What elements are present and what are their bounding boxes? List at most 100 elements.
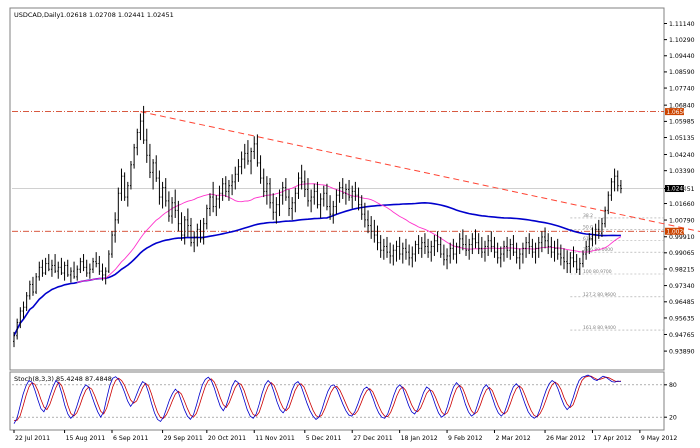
x-tick-label: 11 Nov 2011 bbox=[255, 435, 295, 442]
ohlc-bar bbox=[208, 193, 211, 217]
ohlc-bar bbox=[92, 257, 95, 274]
ohlc-bar bbox=[414, 240, 417, 262]
x-tick-label: 9 May 2012 bbox=[641, 435, 677, 442]
ohlc-bar bbox=[604, 206, 607, 228]
ohlc-bar bbox=[411, 246, 414, 268]
ohlc-bar bbox=[237, 159, 240, 182]
ohlc-bar bbox=[468, 238, 471, 260]
y-tick-label: 0.99065 bbox=[669, 250, 695, 257]
ohlc-bar bbox=[253, 136, 256, 160]
ohlc-bar bbox=[544, 227, 547, 249]
ohlc-bar bbox=[370, 216, 373, 239]
ohlc-bar bbox=[325, 183, 328, 211]
y-tick-label: 1.01660 bbox=[669, 201, 695, 208]
stoch-plot bbox=[12, 374, 664, 424]
ohlc-bar bbox=[357, 187, 360, 211]
ohlc-bar bbox=[73, 261, 76, 279]
ohlc-bar bbox=[250, 147, 253, 175]
ohlc-bar bbox=[133, 143, 136, 169]
ohlc-bar bbox=[521, 242, 524, 264]
stoch-axis: 80 20 bbox=[664, 382, 677, 422]
ohlc-bar bbox=[600, 217, 603, 237]
ohlc-bar bbox=[436, 231, 439, 253]
main-chart-header-values: 1.02618 1.02708 1.02441 1.02451 bbox=[60, 11, 174, 19]
ohlc-bar bbox=[243, 143, 246, 169]
ohlc-bar bbox=[581, 250, 584, 268]
main-chart-title: USDCAD,Daily bbox=[14, 11, 61, 19]
ohlc-bar bbox=[588, 233, 591, 255]
ohlc-bar bbox=[88, 263, 91, 279]
ohlc-bar bbox=[158, 170, 161, 205]
ohlc-bar bbox=[398, 236, 401, 260]
price-bars bbox=[13, 105, 622, 348]
ohlc-bar bbox=[218, 185, 221, 209]
ohlc-bar bbox=[98, 255, 101, 275]
ohlc-bar bbox=[231, 174, 234, 196]
ohlc-bar bbox=[47, 254, 50, 272]
ohlc-bar bbox=[594, 223, 597, 245]
ohlc-bar bbox=[44, 257, 47, 275]
ohlc-bar bbox=[186, 208, 189, 237]
ohlc-bar bbox=[427, 238, 430, 258]
stoch-y-tick-label: 20 bbox=[669, 415, 677, 422]
price-tag-label: 1.0020 bbox=[667, 229, 688, 235]
ohlc-bar bbox=[50, 259, 53, 277]
ohlc-bar bbox=[537, 236, 540, 258]
ohlc-bar bbox=[591, 227, 594, 247]
price-tag-label: 1.0245 bbox=[667, 187, 688, 193]
ohlc-bar bbox=[155, 155, 158, 182]
ohlc-bar bbox=[234, 166, 237, 190]
ohlc-bar bbox=[613, 168, 616, 192]
x-tick-label: 17 Apr 2012 bbox=[593, 435, 631, 442]
ohlc-bar bbox=[499, 246, 502, 268]
price-tag-bg bbox=[665, 185, 684, 193]
ohlc-bar bbox=[265, 176, 268, 205]
ohlc-bar bbox=[300, 164, 303, 190]
ohlc-bar bbox=[531, 238, 534, 258]
ohlc-bar bbox=[177, 200, 180, 232]
ohlc-bar bbox=[171, 197, 174, 224]
ohlc-bar bbox=[313, 183, 316, 205]
y-tick-label: 0.96485 bbox=[669, 299, 695, 306]
ohlc-bar bbox=[348, 179, 351, 201]
ohlc-bar bbox=[145, 128, 148, 163]
y-tick-label: 1.07740 bbox=[669, 85, 695, 92]
ohlc-bar bbox=[525, 236, 528, 258]
x-tick-label: 9 Feb 2012 bbox=[448, 435, 483, 442]
ohlc-bar bbox=[306, 178, 309, 207]
ohlc-bar bbox=[101, 263, 104, 281]
ohlc-bar bbox=[278, 189, 281, 217]
ohlc-bar bbox=[502, 240, 505, 262]
ohlc-bar bbox=[578, 257, 581, 275]
ohlc-bar bbox=[180, 212, 183, 241]
ohlc-bar bbox=[60, 257, 63, 275]
price-axis: 1.11140 1.10290 1.09440 1.08590 1.07740 1.068… bbox=[664, 21, 695, 355]
ohlc-bar bbox=[227, 179, 230, 201]
ohlc-bar bbox=[329, 195, 332, 220]
ohlc-bar bbox=[566, 250, 569, 274]
ohlc-bar bbox=[344, 183, 347, 205]
ohlc-bar bbox=[183, 216, 186, 245]
ohlc-bar bbox=[110, 231, 113, 258]
ohlc-bar bbox=[376, 225, 379, 251]
ohlc-bar bbox=[41, 259, 44, 277]
ohlc-bar bbox=[401, 242, 404, 264]
ohlc-bar bbox=[114, 212, 117, 243]
ohlc-bar bbox=[506, 236, 509, 258]
ohlc-bar bbox=[272, 193, 275, 220]
ohlc-bar bbox=[575, 254, 578, 274]
ohlc-bar bbox=[66, 259, 69, 277]
ohlc-bar bbox=[354, 181, 357, 201]
ohlc-bar bbox=[518, 248, 521, 270]
ohlc-bar bbox=[569, 252, 572, 274]
x-tick-label: 27 Dec 2011 bbox=[353, 435, 393, 442]
ohlc-bar bbox=[82, 254, 85, 272]
ohlc-bar bbox=[294, 187, 297, 213]
stoch-chart-title: Stoch(8,3,3) 85.4248 87.4848 bbox=[14, 375, 112, 383]
ohlc-bar bbox=[240, 151, 243, 175]
ohlc-bar bbox=[291, 197, 294, 220]
ohlc-bar bbox=[404, 238, 407, 260]
ohlc-bar bbox=[202, 217, 205, 245]
ohlc-bar bbox=[246, 140, 249, 165]
